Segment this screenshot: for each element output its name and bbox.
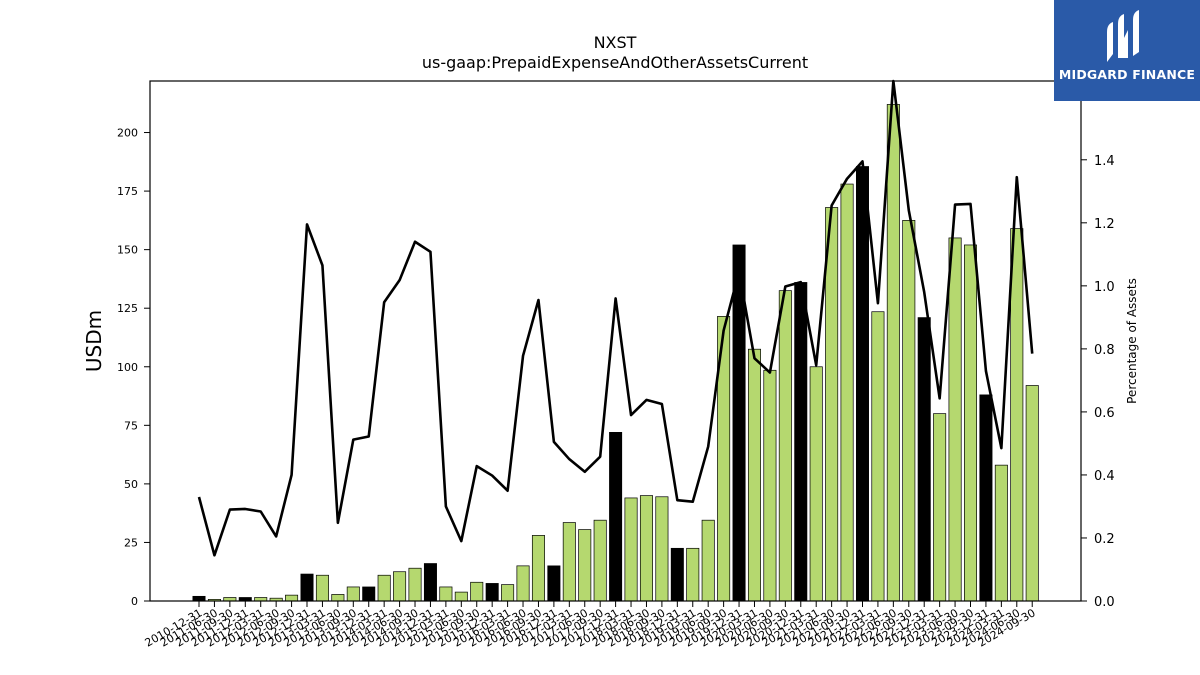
logo-mark-icon: [1107, 10, 1139, 62]
bar: [578, 529, 592, 602]
bar: [454, 591, 468, 602]
y2-tick-label: 1.4: [1094, 154, 1115, 169]
bar: [855, 166, 869, 602]
y-tick-label: 150: [117, 244, 138, 257]
bar: [393, 571, 407, 602]
bar: [948, 237, 962, 602]
bar: [1025, 385, 1039, 602]
bar: [670, 547, 684, 602]
y-axis-label: USDm: [82, 310, 106, 372]
y-tick-label: 50: [124, 478, 138, 491]
bar: [377, 574, 391, 602]
y-tick-label: 75: [124, 419, 138, 432]
bar: [547, 565, 561, 602]
bar: [778, 290, 792, 602]
bar: [516, 565, 530, 602]
x-axis: 2010-12-312011-06-302011-09-302011-12-31…: [143, 601, 1038, 650]
y-tick-label: 25: [124, 536, 138, 549]
bar: [300, 573, 314, 602]
bar: [886, 104, 900, 602]
bar: [809, 366, 823, 602]
bar: [902, 220, 916, 602]
y2-tick-label: 0.8: [1094, 343, 1115, 358]
bar: [871, 311, 885, 602]
bar: [624, 497, 638, 602]
y2-axis: 0.0 0.2 0.4 0.6 0.8 1.0 1.2 1.4: [1081, 154, 1115, 610]
bar: [686, 547, 700, 602]
bar: [639, 495, 653, 602]
bar-series: [192, 104, 1039, 602]
y-tick-label: 200: [117, 127, 138, 140]
bar: [531, 535, 545, 602]
bar: [439, 586, 453, 602]
bar: [933, 413, 947, 602]
bar: [501, 584, 515, 602]
bar: [747, 348, 761, 602]
y-axis: 0 25 50 75 100 125 150 175 200: [117, 127, 150, 608]
bar: [362, 586, 376, 602]
y-tick-label: 100: [117, 361, 138, 374]
y2-tick-label: 0.2: [1094, 532, 1115, 547]
y2-tick-label: 1.0: [1094, 280, 1115, 295]
chart-title: NXST: [594, 33, 637, 52]
bar: [825, 207, 839, 602]
bar: [917, 317, 931, 602]
y2-tick-label: 0.4: [1094, 469, 1115, 484]
bar: [331, 594, 345, 602]
bar: [315, 574, 329, 602]
y2-tick-label: 0.0: [1094, 595, 1115, 610]
bar: [562, 522, 576, 602]
bar: [794, 282, 808, 602]
bar: [593, 519, 607, 602]
bar: [470, 581, 484, 602]
y-tick-label: 125: [117, 302, 138, 315]
bar: [963, 244, 977, 602]
brand-name: MIDGARD FINANCE: [1058, 67, 1196, 82]
bar: [423, 563, 437, 602]
bar: [408, 567, 422, 602]
chart-subtitle: us-gaap:PrepaidExpenseAndOtherAssetsCurr…: [422, 53, 808, 72]
bar: [285, 594, 299, 602]
bar: [655, 496, 669, 602]
bar: [840, 183, 854, 602]
bar: [192, 595, 206, 602]
bar: [1010, 228, 1024, 602]
y2-axis-label: Percentage of Assets: [1125, 278, 1139, 404]
y2-tick-label: 1.2: [1094, 217, 1115, 232]
y-tick-label: 0: [131, 595, 138, 608]
bar: [609, 432, 623, 602]
bar: [701, 519, 715, 602]
bar: [994, 464, 1008, 602]
bar: [346, 586, 360, 602]
bar: [979, 394, 993, 602]
bar: [485, 583, 499, 602]
y-tick-label: 175: [117, 185, 138, 198]
brand-logo: MIDGARD FINANCE: [1054, 0, 1200, 101]
y2-tick-label: 0.6: [1094, 406, 1115, 421]
bar: [763, 369, 777, 602]
